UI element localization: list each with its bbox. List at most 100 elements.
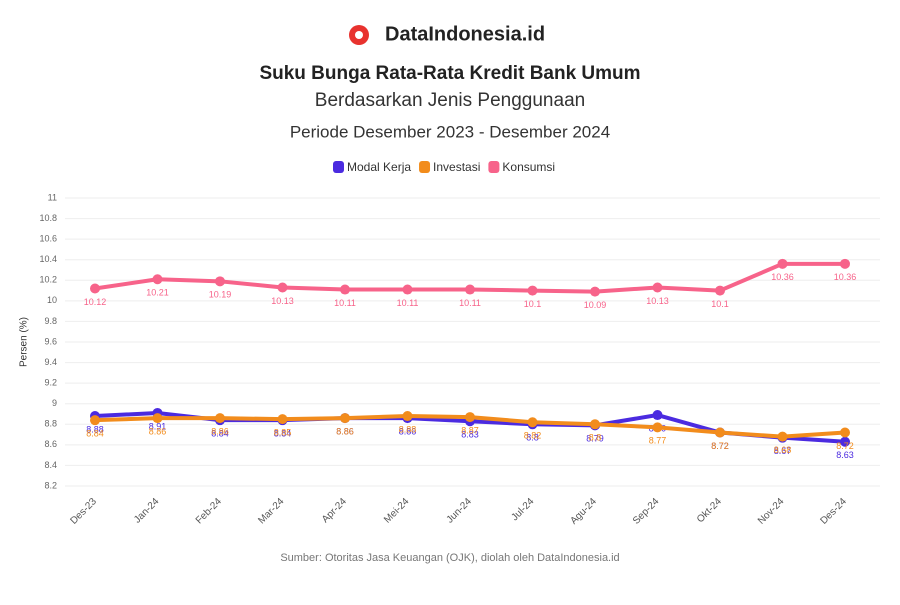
chart-title: Suku Bunga Rata-Rata Kredit Bank Umum bbox=[259, 63, 640, 84]
chart-period: Periode Desember 2023 - Desember 2024 bbox=[290, 122, 610, 141]
data-label: 10.36 bbox=[771, 272, 794, 282]
data-point bbox=[152, 274, 163, 285]
y-tick-label: 9.8 bbox=[44, 316, 57, 326]
data-label: 10.13 bbox=[646, 296, 669, 306]
data-label: 8.79 bbox=[586, 434, 604, 444]
data-label: 8.86 bbox=[149, 426, 167, 436]
data-point bbox=[590, 419, 600, 430]
legend-swatch bbox=[419, 161, 431, 173]
y-tick-label: 8.8 bbox=[44, 419, 57, 429]
data-point bbox=[90, 283, 100, 294]
data-label: 10.1 bbox=[711, 299, 729, 309]
data-point bbox=[840, 258, 850, 269]
data-label: 8.88 bbox=[86, 424, 104, 434]
data-point bbox=[215, 276, 225, 287]
legend-label: Modal Kerja bbox=[347, 160, 411, 174]
y-tick-label: 8.6 bbox=[44, 439, 57, 449]
data-label: 8.63 bbox=[836, 450, 854, 460]
data-label: 10.13 bbox=[271, 296, 294, 306]
data-label: 8.82 bbox=[524, 431, 542, 441]
data-point bbox=[777, 258, 788, 269]
data-label: 8.84 bbox=[211, 429, 229, 439]
data-point bbox=[90, 415, 100, 426]
brand: DataIndonesia.id bbox=[385, 23, 545, 45]
data-label: 10.11 bbox=[397, 298, 419, 308]
data-label: 10.36 bbox=[834, 272, 857, 282]
y-tick-label: 10.4 bbox=[39, 254, 57, 264]
y-tick-label: 9.4 bbox=[44, 357, 57, 367]
data-label: 8.72 bbox=[711, 441, 729, 451]
x-tick-label: Jun-24 bbox=[445, 496, 475, 526]
data-point bbox=[715, 427, 725, 438]
data-point bbox=[715, 285, 725, 296]
legend-label: Konsumsi bbox=[502, 160, 555, 174]
data-label: 8.86 bbox=[399, 426, 417, 436]
data-label: 8.67 bbox=[774, 446, 792, 456]
y-tick-label: 11 bbox=[48, 192, 57, 202]
data-point bbox=[340, 284, 350, 295]
data-point bbox=[465, 412, 475, 423]
y-tick-label: 10.6 bbox=[39, 234, 57, 244]
x-tick-label: Okt-24 bbox=[695, 496, 724, 525]
data-label: 8.88 bbox=[399, 424, 417, 434]
x-tick-label: Mar-24 bbox=[256, 496, 286, 526]
y-tick-label: 10.8 bbox=[39, 213, 57, 223]
source-note: Sumber: Otoritas Jasa Keuangan (OJK), di… bbox=[280, 552, 619, 564]
y-tick-label: 8.2 bbox=[44, 480, 57, 490]
data-label: 8.72 bbox=[836, 441, 854, 451]
data-label: 10.09 bbox=[584, 300, 607, 310]
x-tick-label: Apr-24 bbox=[320, 496, 349, 525]
legend-swatch bbox=[333, 161, 344, 173]
data-point bbox=[465, 284, 475, 295]
y-tick-label: 9 bbox=[52, 398, 57, 408]
data-point bbox=[402, 411, 413, 422]
data-label: 8.77 bbox=[649, 436, 667, 446]
data-point bbox=[652, 422, 663, 433]
data-label: 8.85 bbox=[274, 428, 292, 438]
data-point bbox=[590, 286, 600, 297]
y-tick-label: 9.2 bbox=[44, 378, 57, 388]
y-tick-label: 8.4 bbox=[44, 460, 57, 470]
data-point bbox=[340, 413, 350, 424]
data-point bbox=[652, 282, 663, 293]
data-label: 10.1 bbox=[524, 299, 542, 309]
data-label: 8.84 bbox=[86, 429, 104, 439]
data-point bbox=[777, 431, 788, 442]
data-label: 8.84 bbox=[274, 429, 292, 439]
data-label: 8.87 bbox=[461, 425, 479, 435]
data-point bbox=[402, 284, 413, 295]
x-tick-label: Feb-24 bbox=[194, 496, 224, 526]
y-tick-label: 10.2 bbox=[39, 275, 57, 285]
x-tick-label: Jan-24 bbox=[132, 496, 162, 526]
x-tick-label: Des-24 bbox=[818, 496, 849, 527]
data-label: 10.11 bbox=[334, 298, 356, 308]
data-label: 8.91 bbox=[149, 421, 167, 431]
x-tick-label: Sep-24 bbox=[631, 496, 662, 527]
data-point bbox=[152, 413, 163, 424]
data-point bbox=[527, 417, 538, 428]
data-label: 8.86 bbox=[211, 426, 229, 436]
chart-subtitle: Berdasarkan Jenis Penggunaan bbox=[315, 90, 585, 111]
data-point bbox=[277, 414, 288, 425]
legend-swatch bbox=[488, 161, 500, 173]
data-label: 10.11 bbox=[459, 298, 481, 308]
x-tick-label: Agu-24 bbox=[568, 496, 599, 527]
x-tick-label: Jul-24 bbox=[509, 496, 536, 523]
x-tick-label: Mei-24 bbox=[382, 496, 412, 526]
data-label: 10.12 bbox=[84, 297, 107, 307]
data-point bbox=[840, 436, 850, 447]
data-point bbox=[527, 285, 538, 296]
x-tick-label: Nov-24 bbox=[756, 496, 787, 527]
y-tick-label: 9.6 bbox=[44, 336, 57, 346]
data-point bbox=[840, 427, 850, 438]
data-label: 8.72 bbox=[711, 441, 729, 451]
data-label: 8.86 bbox=[336, 426, 354, 436]
x-tick-label: Des-23 bbox=[68, 496, 99, 527]
data-label: 8.68 bbox=[774, 445, 792, 455]
data-label: 8.8 bbox=[526, 433, 539, 443]
data-label: 10.21 bbox=[146, 288, 169, 298]
data-label: 8.86 bbox=[336, 426, 354, 436]
data-point bbox=[215, 413, 225, 424]
data-label: 10.19 bbox=[209, 290, 232, 300]
